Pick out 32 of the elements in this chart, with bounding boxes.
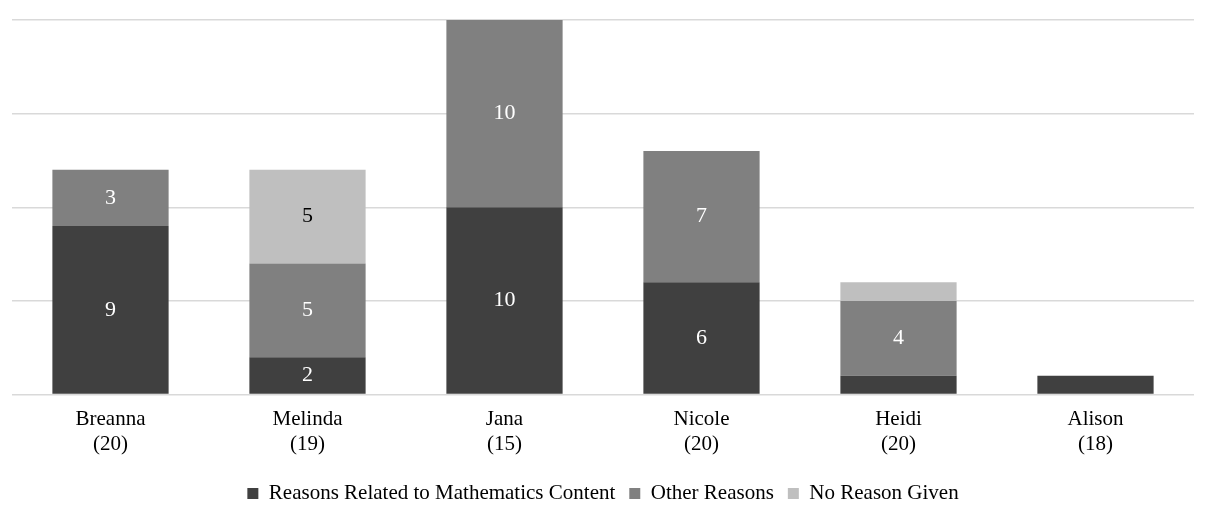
data-label: 9	[105, 295, 116, 321]
data-label: 6	[696, 323, 707, 349]
data-label: 2	[302, 361, 313, 387]
bar	[643, 151, 760, 283]
bar	[840, 375, 957, 394]
bar	[249, 263, 366, 358]
bar	[1037, 375, 1154, 394]
data-label: 3	[105, 183, 116, 209]
x-tick-label: Jana (15)	[485, 405, 524, 455]
bar	[446, 207, 563, 394]
bar	[643, 282, 760, 394]
bar	[840, 300, 957, 376]
data-label: 7	[696, 202, 707, 228]
data-label: 5	[302, 296, 313, 322]
legend-label: Other Reasons	[650, 480, 774, 505]
x-tick-label: Nicole (20)	[673, 405, 730, 455]
data-label: 4	[893, 324, 904, 350]
data-label: 10	[493, 99, 516, 125]
bar	[840, 282, 957, 301]
data-label: 5	[302, 202, 313, 228]
legend-label: No Reason Given	[809, 480, 960, 505]
data-label: 10	[493, 286, 516, 312]
bar	[249, 169, 366, 264]
x-tick-label: Heidi (20)	[875, 405, 922, 455]
x-tick-label: Alison (18)	[1067, 405, 1124, 455]
legend-label: Reasons Related to Mathematics Content	[268, 480, 616, 505]
bar	[446, 20, 563, 208]
x-tick-label: Melinda (19)	[272, 405, 344, 455]
bar	[52, 226, 169, 394]
x-tick-label: Breanna (20)	[75, 405, 147, 455]
bar	[52, 169, 169, 227]
bar	[249, 357, 366, 394]
